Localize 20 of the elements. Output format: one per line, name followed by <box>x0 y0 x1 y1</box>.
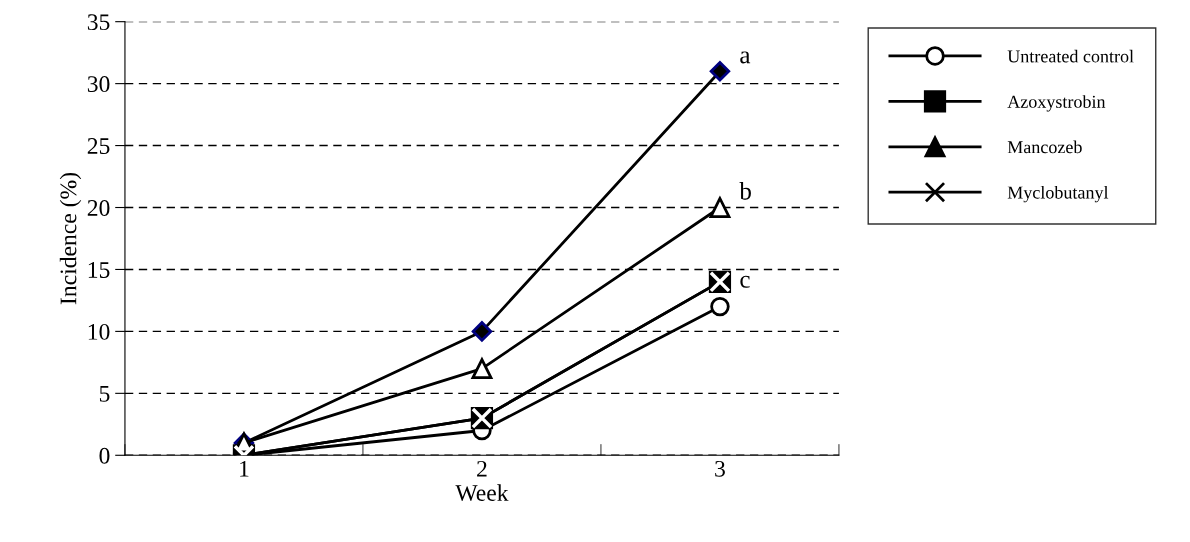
y-tick-label: 5 <box>99 386 110 402</box>
x-tick-label: 3 <box>715 460 725 477</box>
y-tick-label: 0 <box>99 447 110 464</box>
y-tick-label: 25 <box>87 138 110 154</box>
annotation: b <box>739 182 751 200</box>
y-tick-label: 10 <box>88 323 110 340</box>
legend-label: Mancozeb <box>1007 140 1082 154</box>
annotation: a <box>740 51 751 64</box>
x-tick-label: 1 <box>240 460 249 477</box>
y-tick-label: 15 <box>88 262 110 278</box>
y-tick-label: 20 <box>87 200 110 216</box>
y-tick-label: 35 <box>87 14 110 31</box>
y-tick-label: 30 <box>87 76 110 93</box>
legend-label: Myclobutanyl <box>1007 185 1109 203</box>
legend-label: Azoxystrobin <box>1007 95 1106 112</box>
legend-label: Untreated control <box>1007 49 1134 63</box>
y-axis-title: Incidence (%) <box>59 172 82 305</box>
x-tick-label: 2 <box>477 460 487 477</box>
annotation: c <box>740 275 750 288</box>
x-axis-title: Week <box>455 484 509 502</box>
